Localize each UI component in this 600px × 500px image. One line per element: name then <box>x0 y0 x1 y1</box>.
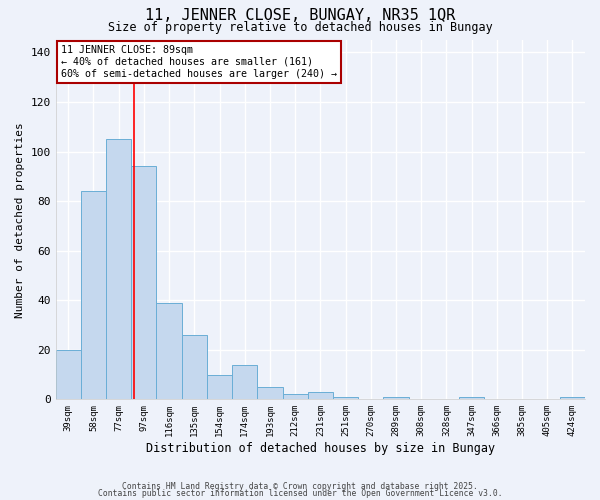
Bar <box>283 394 308 400</box>
Bar <box>383 397 409 400</box>
Bar <box>56 350 81 400</box>
Bar <box>81 191 106 400</box>
X-axis label: Distribution of detached houses by size in Bungay: Distribution of detached houses by size … <box>146 442 495 455</box>
Bar <box>157 302 182 400</box>
Text: Size of property relative to detached houses in Bungay: Size of property relative to detached ho… <box>107 21 493 34</box>
Bar <box>333 397 358 400</box>
Bar <box>182 335 207 400</box>
Text: Contains HM Land Registry data © Crown copyright and database right 2025.: Contains HM Land Registry data © Crown c… <box>122 482 478 491</box>
Bar <box>106 139 131 400</box>
Y-axis label: Number of detached properties: Number of detached properties <box>15 122 25 318</box>
Bar <box>560 397 585 400</box>
Bar <box>308 392 333 400</box>
Bar <box>207 374 232 400</box>
Text: 11, JENNER CLOSE, BUNGAY, NR35 1QR: 11, JENNER CLOSE, BUNGAY, NR35 1QR <box>145 8 455 22</box>
Text: 11 JENNER CLOSE: 89sqm
← 40% of detached houses are smaller (161)
60% of semi-de: 11 JENNER CLOSE: 89sqm ← 40% of detached… <box>61 46 337 78</box>
Bar <box>459 397 484 400</box>
Bar <box>131 166 157 400</box>
Bar <box>232 364 257 400</box>
Text: Contains public sector information licensed under the Open Government Licence v3: Contains public sector information licen… <box>98 490 502 498</box>
Bar <box>257 387 283 400</box>
